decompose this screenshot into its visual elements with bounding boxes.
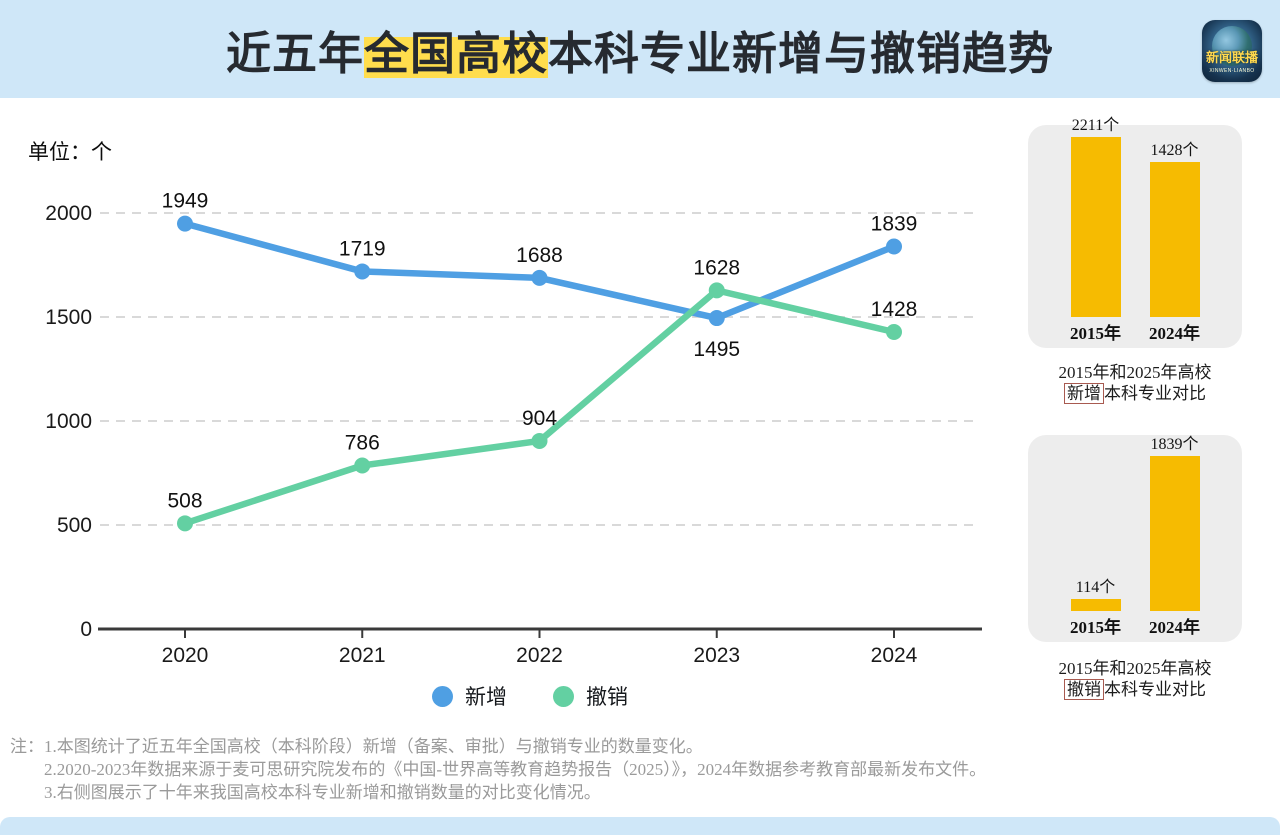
y-tick-1500: 1500 <box>45 306 92 329</box>
x-label-2022: 2022 <box>516 644 563 667</box>
bar-value-label: 1428个 <box>1150 142 1199 159</box>
footnote-line: 2.2020-2023年数据来源于麦可思研究院发布的《中国-世界高等教育趋势报告… <box>44 760 987 779</box>
bar-2015-withdrawn <box>1070 599 1121 611</box>
title-post: 本科专业新增与撤销趋势 <box>548 28 1055 79</box>
footnote-line: 3.右侧图展示了十年来我国高校本科专业新增和撤销数量的对比变化情况。 <box>44 783 601 802</box>
x-label-2020: 2020 <box>162 644 209 667</box>
data-point-撤销-2024 <box>886 323 902 340</box>
data-point-新增-2024 <box>886 238 902 255</box>
data-label-撤销-2020: 508 <box>167 489 202 512</box>
bar-value-label: 2211个 <box>1071 117 1120 134</box>
caption-tail: 本科专业对比 <box>1104 384 1206 403</box>
y-axis-unit-label: 单位：个 <box>28 141 112 164</box>
y-tick-500: 500 <box>57 514 92 537</box>
bar-column: 2211个 2015年 <box>1070 111 1121 344</box>
legend-item-new: 新增 <box>432 681 507 711</box>
data-point-新增-2022 <box>531 269 548 286</box>
data-label-新增-2023: 1495 <box>693 338 740 361</box>
caption-boxed-word: 新增 <box>1064 383 1104 404</box>
bar-column: 1428个 2024年 <box>1149 136 1200 344</box>
bar-year-label: 2015年 <box>1070 324 1121 343</box>
legend-label-new: 新增 <box>465 686 507 709</box>
x-label-2024: 2024 <box>871 644 918 667</box>
chart-legend: 新增 撤销 <box>0 681 1060 711</box>
data-point-新增-2023 <box>708 310 725 327</box>
data-point-撤销-2023 <box>708 282 725 299</box>
bar-value-label: 114个 <box>1075 579 1116 596</box>
bar-year-label: 2015年 <box>1070 618 1121 637</box>
bar-value-label: 1839个 <box>1150 436 1199 453</box>
x-label-2023: 2023 <box>693 644 740 667</box>
data-label-撤销-2024: 1428 <box>871 298 918 321</box>
bar-2024-withdrawn <box>1149 456 1200 611</box>
bar-2015-new <box>1070 137 1121 317</box>
xinwen-lianbo-logo: 新闻联播 XINWEN·LIANBO <box>1202 20 1262 82</box>
y-tick-0: 0 <box>80 618 92 641</box>
caption-line1: 2015年和2025年高校 <box>1058 659 1212 678</box>
data-point-新增-2021 <box>354 263 371 280</box>
legend-dot-withdrawn <box>553 685 574 707</box>
data-point-撤销-2020 <box>177 515 193 532</box>
data-label-新增-2020: 1949 <box>162 190 209 213</box>
y-tick-1000: 1000 <box>45 410 92 433</box>
logo-name: 新闻联播 <box>1205 49 1258 65</box>
bar-column: 1839个 2024年 <box>1149 430 1200 638</box>
trend-line-chart: 0 500 1000 1500 2000 2020 2021 2022 2023 2024 1949… <box>45 190 982 667</box>
data-label-撤销-2023: 1628 <box>693 256 740 279</box>
y-tick-2000: 2000 <box>45 202 92 225</box>
side-comparison-panel: 2211个 2015年 1428个 2024年 2015年和2025年高校 新增… <box>1028 117 1242 700</box>
x-label-2021: 2021 <box>339 644 386 667</box>
bar-year-label: 2024年 <box>1149 618 1200 637</box>
footnotes: 注： 1.本图统计了近五年全国高校（本科阶段）新增（备案、审批）与撤销专业的数量… <box>10 735 1250 804</box>
bar-2024-new <box>1149 162 1200 317</box>
caption-boxed-word: 撤销 <box>1064 679 1104 700</box>
footnote-lines: 1.本图统计了近五年全国高校（本科阶段）新增（备案、审批）与撤销专业的数量变化。… <box>44 735 986 804</box>
data-label-撤销-2022: 904 <box>522 407 557 430</box>
title-pre: 近五年 <box>225 28 364 79</box>
footnote-line: 1.本图统计了近五年全国高校（本科阶段）新增（备案、审批）与撤销专业的数量变化。 <box>44 737 703 756</box>
legend-dot-new <box>432 685 453 707</box>
mini-bar-chart-withdrawn: 114个 2015年 1839个 2024年 <box>1028 435 1242 642</box>
caption-tail: 本科专业对比 <box>1104 680 1206 699</box>
bar-column: 114个 2015年 <box>1070 573 1121 638</box>
legend-item-withdrawn: 撤销 <box>553 681 628 711</box>
page-title: 近五年全国高校本科专业新增与撤销趋势 <box>226 17 1054 82</box>
earth-globe-icon <box>1212 26 1252 66</box>
data-label-撤销-2021: 786 <box>345 432 380 455</box>
mini-chart-caption-withdrawn: 2015年和2025年高校 撤销 本科专业对比 <box>1028 658 1242 700</box>
bar-year-label: 2024年 <box>1149 324 1200 343</box>
data-label-新增-2021: 1719 <box>339 237 386 260</box>
caption-line1: 2015年和2025年高校 <box>1058 363 1212 382</box>
footnote-label: 注： <box>10 737 44 756</box>
header-banner: 近五年全国高校本科专业新增与撤销趋势 新闻联播 XINWEN·LIANBO <box>0 0 1280 98</box>
data-point-撤销-2021 <box>354 457 371 474</box>
mini-chart-caption-new: 2015年和2025年高校 新增 本科专业对比 <box>1028 362 1242 404</box>
title-highlight: 全国高校 <box>363 28 548 79</box>
data-point-撤销-2022 <box>531 432 548 449</box>
data-label-新增-2022: 1688 <box>516 244 563 267</box>
logo-subtitle: XINWEN·LIANBO <box>1209 67 1255 74</box>
legend-label-withdrawn: 撤销 <box>586 686 628 709</box>
mini-bar-chart-new: 2211个 2015年 1428个 2024年 <box>1028 117 1242 348</box>
data-label-新增-2024: 1839 <box>871 212 918 235</box>
footer-accent-bar <box>0 817 1280 835</box>
data-point-新增-2020 <box>177 215 193 232</box>
